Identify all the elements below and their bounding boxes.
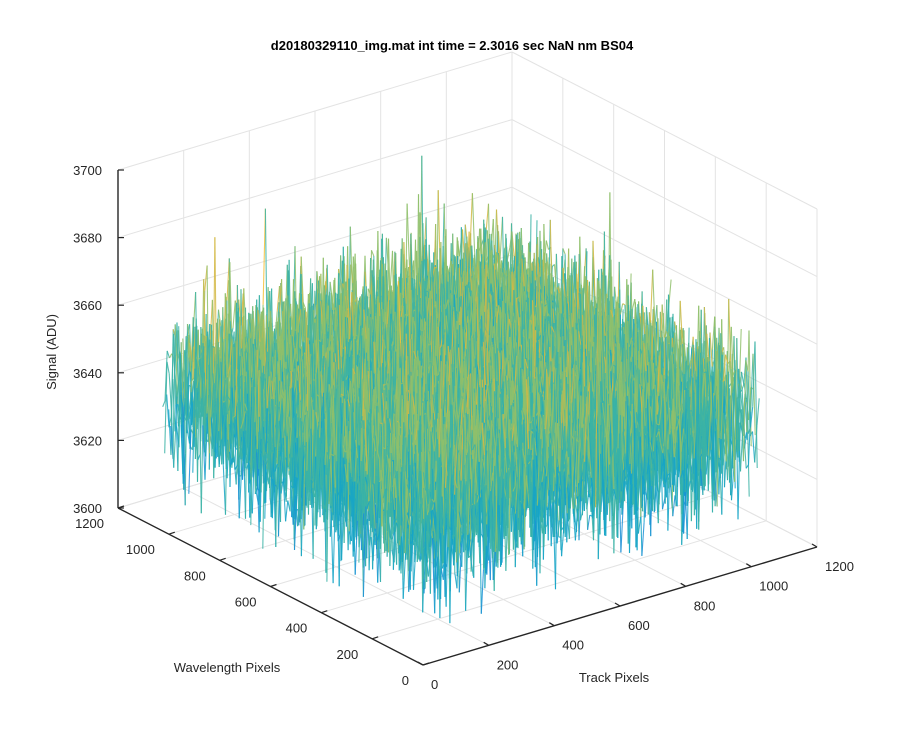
surface-segment bbox=[178, 326, 182, 425]
surface bbox=[162, 155, 760, 624]
surface-segment bbox=[173, 425, 177, 468]
surface-segment bbox=[471, 193, 476, 253]
surface-segment bbox=[169, 353, 173, 359]
surface-segment bbox=[349, 226, 354, 297]
surface-segment bbox=[189, 343, 193, 362]
surface-segment bbox=[182, 406, 186, 506]
surface-segment bbox=[300, 266, 304, 310]
surface-segment bbox=[166, 361, 170, 374]
surface-segment bbox=[180, 395, 184, 407]
grid-line bbox=[117, 186, 513, 306]
surface-segment bbox=[176, 322, 180, 413]
surface-segment bbox=[174, 322, 178, 378]
surface-segment bbox=[174, 396, 178, 432]
grid-line bbox=[511, 119, 818, 278]
surface-segment bbox=[370, 250, 375, 257]
surface-segment bbox=[166, 394, 170, 428]
surface-segment bbox=[217, 309, 222, 327]
surface-segment bbox=[469, 193, 473, 247]
surface-segment bbox=[172, 378, 176, 432]
grid-line bbox=[117, 119, 513, 239]
grid-line bbox=[117, 51, 513, 171]
surface-segment bbox=[186, 323, 191, 344]
surface-segment bbox=[456, 237, 460, 257]
surface-segment bbox=[182, 338, 186, 399]
surface-segment bbox=[164, 361, 168, 454]
grid-line bbox=[511, 186, 818, 345]
surface-segment bbox=[166, 350, 171, 359]
surface-segment bbox=[180, 424, 184, 484]
surface-segment bbox=[262, 208, 266, 305]
grid-line bbox=[372, 520, 767, 640]
surface-segment bbox=[300, 256, 305, 310]
grid-line bbox=[511, 51, 818, 210]
surface-segment bbox=[172, 324, 176, 459]
surface-segment bbox=[406, 203, 410, 266]
surface-segment bbox=[162, 400, 166, 408]
